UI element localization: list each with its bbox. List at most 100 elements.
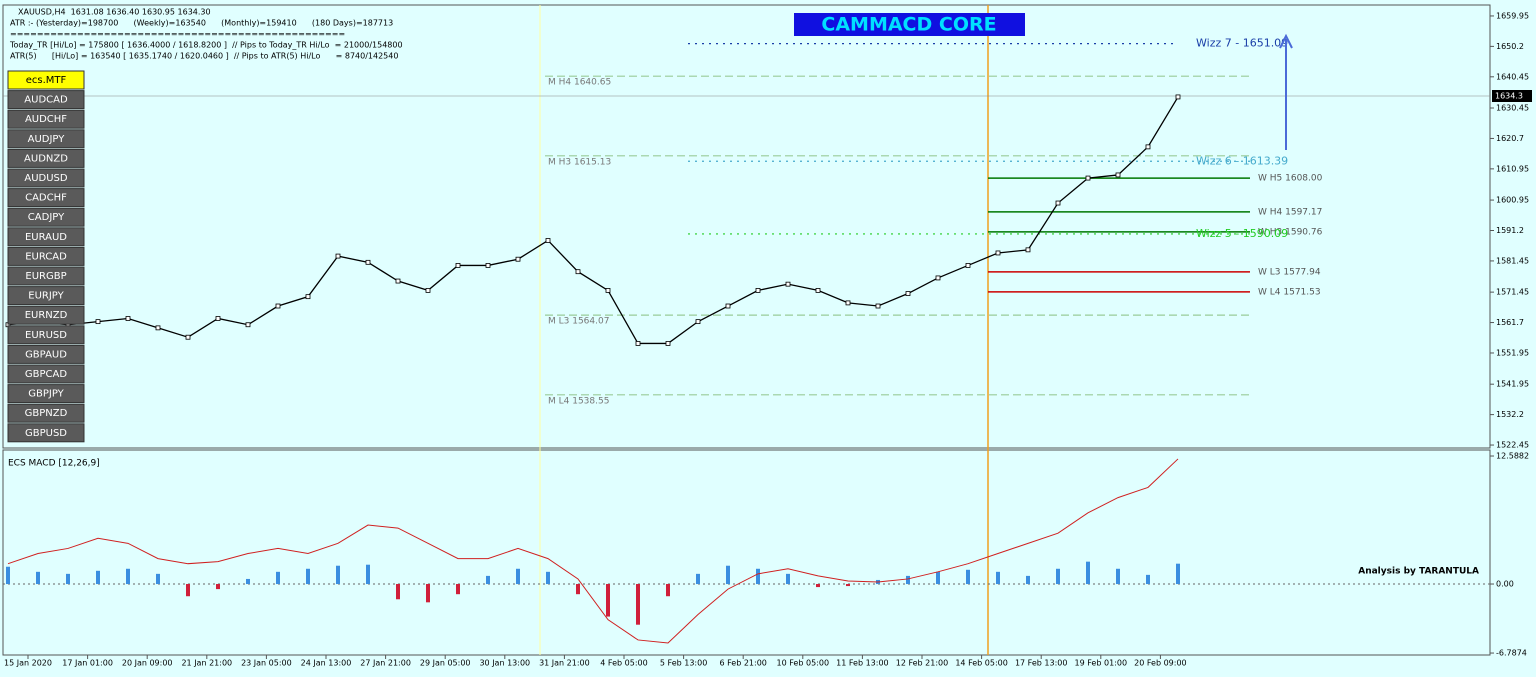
macd-panel [2,449,1491,656]
y-tick-label: 1532.2 [1496,410,1524,419]
price-point [245,322,251,328]
symbol-button[interactable] [7,384,85,404]
y-tick-label: 1659.95 [1496,11,1529,20]
x-tick-label: 21 Jan 21:00 [181,659,232,668]
info-line: ATR(5) [Hi/Lo] = 163540 [ 1635.1740 / 16… [10,52,398,61]
macd-bar [966,569,970,585]
x-tick-label: 29 Jan 05:00 [420,659,471,668]
x-tick-label: 12 Feb 21:00 [896,659,948,668]
macd-bar [576,584,580,595]
symbol-button[interactable] [7,168,85,188]
symbol-button[interactable] [7,109,85,129]
level-label: Wizz 5 - 1590.09 [1196,227,1288,240]
x-tick-label: 15 Jan 2020 [4,659,52,668]
symbol-button[interactable] [7,148,85,168]
macd-bar [996,571,1000,585]
macd-line [7,458,1179,644]
symbol-label: GBPNZD [25,408,68,419]
price-point [1145,144,1151,150]
macd-bar [306,568,310,585]
title: CAMMACD CORE [821,14,996,36]
price-point [1025,247,1031,253]
x-tick-label: 19 Feb 01:00 [1075,659,1127,668]
level-label: W H4 1597.17 [1258,207,1322,217]
symbol-button[interactable] [7,227,85,247]
symbol-button[interactable] [7,286,85,306]
macd-tick-label: 12.5882 [1496,452,1529,461]
macd-bar [906,575,910,585]
macd-bar [1086,561,1090,585]
info-line: XAUUSD,H4 1631.08 1636.40 1630.95 1634.3… [18,8,211,17]
price-point [545,238,551,243]
macd-bar [246,578,250,585]
price-point [665,341,671,346]
macd-bar [36,571,40,585]
level-label: W L4 1571.53 [1258,287,1321,297]
symbol-button[interactable] [7,90,85,110]
symbol-label: GBPJPY [28,389,64,400]
level-label: Wizz 7 - 1651.09 [1196,37,1288,50]
symbol-button[interactable] [7,129,85,149]
symbol-label: AUDNZD [24,153,68,164]
current-price-box [1492,90,1532,102]
x-tick-label: 4 Feb 05:00 [600,659,647,668]
symbol-button[interactable] [7,305,85,325]
x-tick-label: 20 Feb 09:00 [1134,659,1186,668]
symbol-label: GBPCAD [25,369,67,380]
symbol-button[interactable] [7,423,85,443]
macd-bar [1026,575,1030,585]
info-line: ========================================… [10,30,345,39]
price-point [755,288,761,293]
info-line: ATR :- (Yesterday)=198700 (Weekly)=16354… [10,19,393,28]
symbol-label: EURUSD [25,330,67,341]
price-point [185,334,191,340]
y-tick-label: 1571.45 [1496,288,1529,297]
symbol-label: AUDJPY [28,134,66,145]
macd-bar [756,568,760,585]
price-point [125,316,131,321]
level-label: M H4 1640.65 [548,78,611,88]
symbol-label: GBPAUD [25,349,67,360]
x-tick-label: 17 Feb 13:00 [1015,659,1067,668]
y-tick-label: 1551.95 [1496,348,1529,357]
symbol-button[interactable] [7,188,85,208]
main-panel [2,4,1491,449]
price-point [605,288,611,293]
price-point [395,278,401,284]
symbol-label: CADJPY [28,212,65,223]
symbol-button[interactable] [7,207,85,227]
symbol-label: EURJPY [28,291,64,302]
price-point [485,263,491,268]
symbol-button[interactable] [7,70,85,90]
symbol-label: GBPUSD [25,428,67,439]
price-point [785,281,791,287]
y-tick-label: 1541.95 [1496,380,1529,389]
price-point [305,294,311,300]
symbol-button[interactable] [7,403,85,423]
symbol-button[interactable] [7,246,85,266]
price-point [335,253,341,259]
symbol-button[interactable] [7,266,85,286]
x-tick-label: 17 Jan 01:00 [62,659,113,668]
macd-bar [666,584,670,597]
macd-bar [1146,574,1150,585]
level-label: M H3 1615.13 [548,157,611,167]
macd-bar [696,573,700,585]
macd-bar [156,573,160,585]
y-tick-label: 1630.45 [1496,104,1529,113]
macd-bar [96,570,100,585]
price-point [515,256,521,262]
macd-tick-label: 0.00 [1496,580,1514,589]
symbol-button[interactable] [7,344,85,364]
price-point [995,250,1001,256]
price-point [815,288,821,293]
y-tick-label: 1640.45 [1496,72,1529,81]
symbol-label: AUDUSD [24,173,68,184]
y-tick-label: 1522.45 [1496,441,1529,450]
price-point [275,303,281,309]
symbol-button[interactable] [7,364,85,384]
price-line [7,96,1179,345]
symbol-button[interactable] [7,325,85,345]
macd-bar [936,571,940,585]
